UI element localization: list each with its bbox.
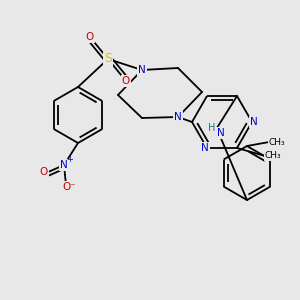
Text: O: O [86,32,94,42]
Text: O: O [122,76,130,86]
Text: H: H [208,123,216,133]
Text: O⁻: O⁻ [62,182,76,192]
Text: CH₃: CH₃ [269,137,285,146]
Text: N: N [174,112,182,122]
Text: N: N [217,128,225,138]
Text: N: N [60,160,68,170]
Text: N: N [250,117,258,127]
Text: S: S [104,52,112,65]
Text: N: N [201,143,209,153]
Text: +: + [67,154,73,164]
Text: CH₃: CH₃ [265,152,281,160]
Text: N: N [138,65,146,75]
Text: O: O [40,167,48,177]
